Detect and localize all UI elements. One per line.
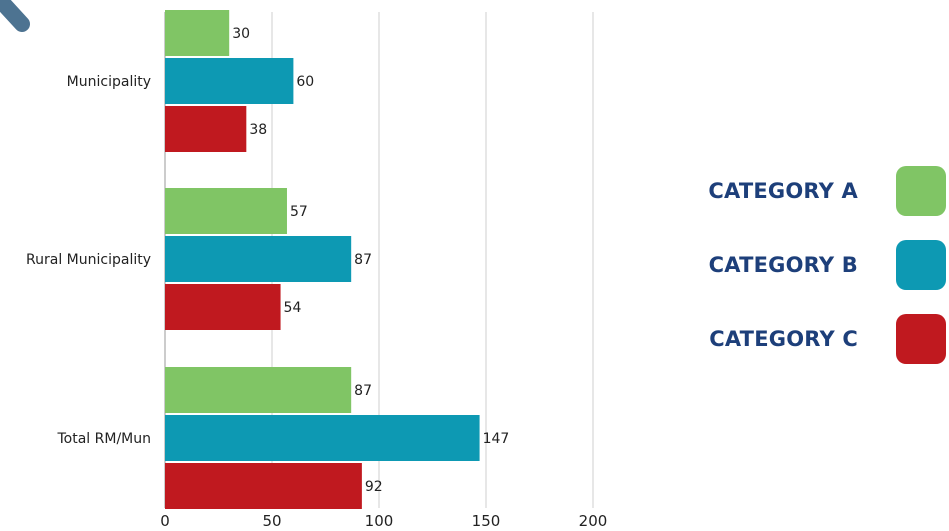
bars: 30 60 38 57 87 54 87 147 92 [165,10,509,509]
legend-item-b: CATEGORY B [680,240,946,290]
data-label: 38 [249,122,267,138]
bar [165,58,294,104]
legend-label-a: CATEGORY A [708,179,858,203]
data-label: 87 [354,252,372,268]
bar [165,236,352,282]
legend-item-a: CATEGORY A [680,166,946,216]
bar [165,367,352,413]
bar [165,10,230,56]
data-label: 147 [483,431,510,447]
legend-swatch-c [896,314,946,364]
legend-label-c: CATEGORY C [709,327,858,351]
data-label: 57 [290,204,308,220]
legend: CATEGORY A CATEGORY B CATEGORY C [680,166,946,388]
data-label: 30 [232,26,250,42]
bar [165,463,362,509]
tick-label: 50 [262,512,281,530]
category-labels: Municipality Rural Municipality Total RM/M… [26,74,151,447]
bar [165,284,281,330]
data-label: 87 [354,383,372,399]
tick-label: 100 [365,512,394,530]
legend-swatch-b [896,240,946,290]
category-label: Total RM/Mun [57,431,152,447]
bar [165,415,480,461]
bar [165,188,287,234]
legend-label-b: CATEGORY B [708,253,858,277]
category-label: Rural Municipality [26,252,151,268]
legend-item-c: CATEGORY C [680,314,946,364]
tick-label: 150 [472,512,501,530]
bar [165,106,247,152]
legend-swatch-a [896,166,946,216]
pen-stroke-icon [0,0,30,32]
data-label: 92 [365,479,383,495]
tick-label: 200 [579,512,608,530]
data-label: 54 [284,300,302,316]
x-tick-labels: 0 50 100 150 200 [160,512,607,530]
category-label: Municipality [67,74,151,90]
data-label: 60 [296,74,314,90]
tick-label: 0 [160,512,170,530]
